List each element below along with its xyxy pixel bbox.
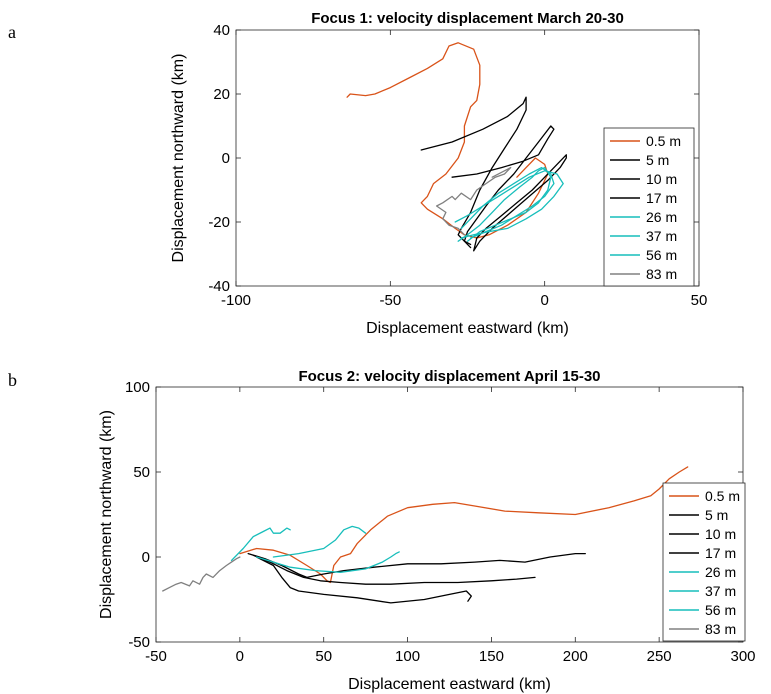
series-line-26-m [457,166,552,242]
series-line-37-m [454,170,564,239]
x-tick-label: 100 [395,648,420,665]
x-axis-label: Displacement eastward (km) [348,676,551,693]
series-line-5-m [247,552,586,579]
series-line-17-m [255,556,472,604]
legend-label: 0.5 m [646,133,681,149]
series-group [162,466,689,604]
series-group [346,42,567,252]
y-tick-label: 40 [213,22,230,39]
legend-label: 37 m [705,583,736,599]
series-line-56-m [255,551,400,573]
x-tick-label: 300 [730,648,755,665]
y-tick-label: 20 [213,86,230,103]
legend-label: 56 m [705,602,736,618]
legend-label: 10 m [705,526,736,542]
chart-panel-a: a Focus 1: velocity displacement March 20… [8,10,707,337]
x-tick-label: 50 [691,292,708,309]
legend-label: 17 m [705,545,736,561]
chart-title: Focus 1: velocity displacement March 20-… [311,10,624,27]
x-tick-label: 50 [315,648,332,665]
legend-label: 26 m [705,564,736,580]
legend-label: 5 m [705,507,728,523]
y-axis-label: Displacement northward (km) [98,410,115,619]
x-tick-label: 0 [540,292,548,309]
series-line-10-m [451,125,555,249]
series-line-0-5-m [346,42,549,239]
x-tick-label: -50 [379,292,401,309]
series-line-37-m [272,525,367,558]
panel-label: a [8,22,16,42]
x-axis-label: Displacement eastward (km) [366,320,569,337]
legend-label: 10 m [646,171,677,187]
chart-panel-b: b Focus 2: velocity displacement April 15… [8,368,756,693]
x-tick-label: 0 [236,648,244,665]
chart-title: Focus 2: velocity displacement April 15-… [298,368,600,385]
y-tick-label: 50 [133,464,150,481]
legend: 0.5 m 5 m 10 m 17 m 26 m 37 m 56 m 83 m [662,482,746,642]
series-line-0-5-m [239,466,689,584]
series-line-83-m [162,556,241,592]
y-axis-label: Displacement northward (km) [170,54,187,263]
x-tick-label: 150 [479,648,504,665]
legend-box [603,127,695,287]
axes-box [155,386,744,643]
legend-label: 37 m [646,228,677,244]
y-tick-label: -20 [208,214,230,231]
series-line-26-m [230,527,291,562]
legend-label: 26 m [646,209,677,225]
legend-label: 83 m [646,266,677,282]
series-line-83-m [435,166,512,236]
x-tick-label: -50 [145,648,167,665]
series-line-56-m [460,166,555,239]
legend-box [662,482,746,642]
x-tick-label: -100 [221,292,251,309]
legend-label: 17 m [646,190,677,206]
y-tick-label: -50 [128,634,150,651]
y-tick-label: 0 [142,549,150,566]
series-line-17-m [473,154,567,252]
y-tick-label: 0 [222,150,230,167]
y-tick-label: -40 [208,278,230,295]
legend-label: 0.5 m [705,488,740,504]
series-line-10-m [252,554,536,585]
y-tick-label: 100 [125,379,150,396]
panel-label: b [8,370,17,390]
legend-label: 83 m [705,621,736,637]
x-tick-label: 200 [563,648,588,665]
legend: 0.5 m 5 m 10 m 17 m 26 m 37 m 56 m 83 m [603,127,695,287]
legend-label: 56 m [646,247,677,263]
x-tick-label: 250 [647,648,672,665]
legend-label: 5 m [646,152,669,168]
